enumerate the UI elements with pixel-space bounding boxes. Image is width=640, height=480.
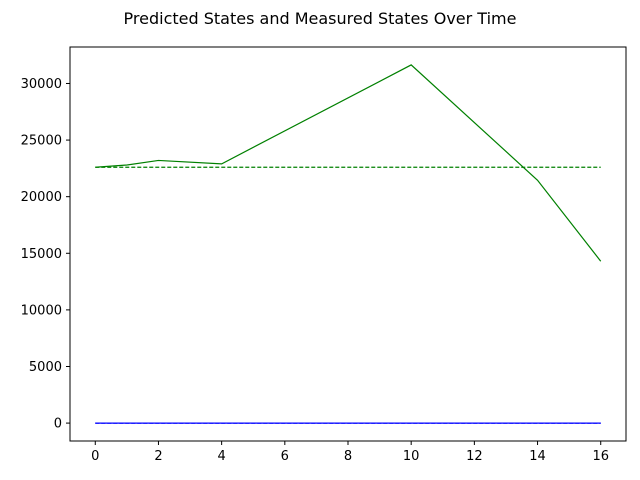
x-tick-label: 4 (217, 449, 225, 464)
x-axis: 0 2 4 6 8 10 12 14 16 (91, 441, 609, 464)
x-tick-label: 0 (91, 449, 99, 464)
y-axis: 0 5000 10000 15000 20000 25000 30000 (21, 77, 70, 432)
y-tick-label: 20000 (21, 190, 62, 205)
x-tick-label: 8 (344, 449, 352, 464)
y-tick-label: 30000 (21, 77, 62, 92)
x-tick-label: 14 (529, 449, 546, 464)
series-line-1 (95, 64, 602, 262)
x-tick-label: 10 (403, 449, 420, 464)
plot-frame (69, 46, 627, 442)
x-tick-label: 12 (466, 449, 483, 464)
x-tick-label: 2 (154, 449, 162, 464)
y-tick-label: 0 (54, 417, 62, 432)
y-tick-label: 25000 (21, 134, 62, 149)
series-layer (95, 64, 602, 424)
y-tick-label: 10000 (21, 303, 62, 318)
x-tick-label: 6 (281, 449, 289, 464)
plot-area (69, 46, 627, 442)
y-tick-label: 15000 (21, 247, 62, 262)
x-tick-label: 16 (592, 449, 609, 464)
y-tick-label: 5000 (29, 360, 62, 375)
chart-title: Predicted States and Measured States Ove… (124, 9, 517, 28)
